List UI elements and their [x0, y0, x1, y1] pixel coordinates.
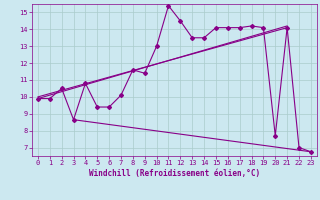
X-axis label: Windchill (Refroidissement éolien,°C): Windchill (Refroidissement éolien,°C) — [89, 169, 260, 178]
